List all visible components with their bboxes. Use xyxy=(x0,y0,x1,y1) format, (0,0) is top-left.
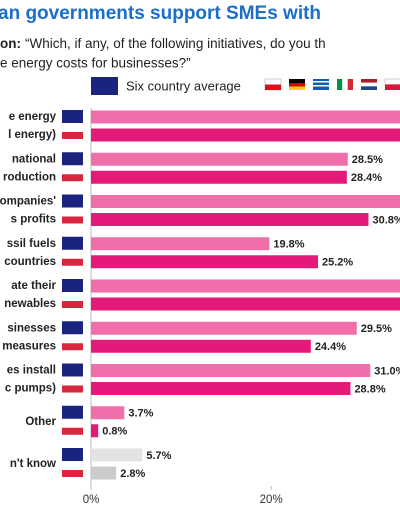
category-label: Other xyxy=(25,416,56,428)
bar xyxy=(91,195,400,208)
category-label: newables xyxy=(4,298,56,310)
flags xyxy=(264,78,400,91)
flag xyxy=(361,82,377,87)
row-flag xyxy=(62,236,83,250)
legend-swatch xyxy=(91,77,118,95)
value-label: 5.7% xyxy=(146,450,171,462)
value-label: 19.8% xyxy=(273,239,304,251)
category-label: national xyxy=(12,153,56,165)
value-label: 30.8% xyxy=(372,214,400,226)
bar xyxy=(91,364,371,377)
bar xyxy=(91,321,357,335)
value-label: 2.8% xyxy=(120,468,145,480)
flag xyxy=(347,79,353,90)
subtitle-lead: on: xyxy=(0,36,21,51)
flag xyxy=(361,86,377,90)
row-flag xyxy=(62,132,83,139)
flag xyxy=(289,83,305,87)
value-label: 0.8% xyxy=(102,426,127,438)
row-flag xyxy=(62,258,83,266)
legend-label: Six country average xyxy=(126,78,241,93)
row-flag xyxy=(62,216,83,224)
bar xyxy=(91,424,99,438)
category-label: s profits xyxy=(11,214,56,226)
flag xyxy=(313,81,329,83)
category-label: ate their xyxy=(11,280,56,292)
flag xyxy=(384,78,400,85)
bar xyxy=(91,297,400,311)
flag xyxy=(342,79,348,90)
row-flag xyxy=(62,279,83,292)
category-label: roduction xyxy=(3,171,56,183)
chart-title: an governments support SMEs with xyxy=(0,3,321,24)
flag xyxy=(385,84,400,90)
row-flag xyxy=(62,152,83,166)
bar xyxy=(91,128,400,142)
bar xyxy=(91,448,143,462)
flag xyxy=(313,85,329,87)
value-label: 25.2% xyxy=(322,257,353,269)
category-label: e energy xyxy=(9,111,57,123)
category-label: sinesses xyxy=(7,322,56,334)
subtitle: e energy costs for businesses?” xyxy=(0,56,191,71)
row-flag xyxy=(62,363,83,377)
row-flag xyxy=(62,194,83,208)
flag xyxy=(313,79,329,90)
row-flag xyxy=(62,301,83,308)
row-flag xyxy=(62,427,83,435)
value-label: 24.4% xyxy=(315,341,346,353)
category-label: n't know xyxy=(10,458,56,470)
row-flag xyxy=(62,470,83,477)
row-flag xyxy=(62,321,83,335)
row-flag xyxy=(62,385,83,393)
bar xyxy=(91,213,369,226)
category-label: es install xyxy=(7,365,56,377)
bar xyxy=(91,110,400,124)
value-label: 31.0% xyxy=(374,365,400,377)
category-label: measures xyxy=(2,340,56,352)
row-flag xyxy=(62,343,83,351)
flag xyxy=(289,86,305,90)
bar xyxy=(91,466,117,480)
category-label: c pumps) xyxy=(5,383,56,395)
bar xyxy=(91,382,351,395)
subtitle-text: “Which, if any, of the following initiat… xyxy=(25,36,326,51)
bar xyxy=(91,152,348,166)
category-label: ompanies' xyxy=(0,196,56,208)
subtitle: on: “Which, if any, of the following init… xyxy=(0,36,326,51)
flag xyxy=(289,79,305,83)
row-flag xyxy=(62,448,83,461)
bar xyxy=(91,255,319,269)
row-flag xyxy=(62,110,83,123)
flag xyxy=(361,79,377,83)
bar xyxy=(91,170,347,184)
x-tick-label: 20% xyxy=(260,494,283,506)
row-flag xyxy=(62,405,83,419)
value-label: 28.5% xyxy=(352,154,383,166)
flag xyxy=(265,84,281,90)
bar xyxy=(91,406,125,420)
category-label: ssil fuels xyxy=(7,238,56,250)
bar xyxy=(91,339,311,353)
bar xyxy=(91,237,270,251)
bar xyxy=(91,279,400,293)
value-label: 28.4% xyxy=(351,172,382,184)
category-label: l energy) xyxy=(8,129,56,141)
value-label: 28.8% xyxy=(354,383,385,395)
x-tick-label: 0% xyxy=(83,494,100,506)
category-label: countries xyxy=(4,256,56,268)
flag xyxy=(337,79,343,90)
row-flag xyxy=(62,174,83,182)
value-label: 29.5% xyxy=(361,323,392,335)
value-label: 3.7% xyxy=(128,408,153,420)
